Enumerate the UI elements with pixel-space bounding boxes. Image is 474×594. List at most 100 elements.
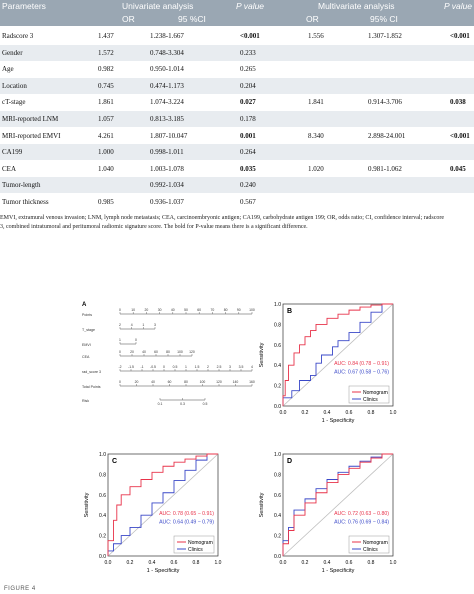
roc-x-tick-label: 0.4	[149, 560, 156, 566]
roc-x-tick-label: 1.0	[390, 560, 397, 566]
figure-4: A Points T_stage EMVI CEA rad_score 3 Total Po…	[80, 290, 470, 590]
roc-x-tick-label: 1.0	[390, 410, 397, 416]
table-row: MRI-reported EMVI 4.261 1.807-10.047 0.001 8…	[0, 128, 474, 144]
nomogram-tick-label: 160	[249, 380, 255, 384]
roc-x-tick-label: 0.8	[368, 410, 375, 416]
multi-ci-cell: 0.981-1.062	[368, 164, 402, 173]
roc-x-axis-label: 1 - Specificity	[322, 568, 355, 574]
nomogram-tick-label: 3	[229, 365, 231, 369]
roc-x-tick-label: 0.0	[280, 410, 287, 416]
nomogram-tick-label: 1	[142, 323, 144, 327]
multi-ci-cell: 0.914-3.706	[368, 98, 402, 107]
nomogram-tick-label: 4	[131, 323, 133, 327]
roc-curve-clinics	[107, 453, 218, 556]
nomogram-tick-label: 0.1	[158, 402, 163, 406]
header-p-value-1: P value	[236, 0, 265, 12]
legend-nomogram-label: Nomogram	[188, 540, 213, 546]
roc-y-tick-label: 0.6	[274, 343, 281, 349]
roc-y-tick-label: 0.2	[274, 384, 281, 390]
roc-y-axis-label: Sensitivity	[259, 342, 265, 367]
multi-ci-cell: 2.898-24.001	[368, 131, 406, 140]
roc-y-tick-label: 0.6	[99, 493, 106, 499]
nomogram-tick-label: 80	[184, 380, 188, 384]
multi-or-cell: 1.020	[308, 164, 324, 173]
p-value-cell: 0.265	[240, 65, 256, 74]
nomogram-tick-label: 60	[168, 380, 172, 384]
roc-x-tick-label: 0.2	[302, 560, 309, 566]
param-cell: CEA	[2, 164, 16, 173]
nomogram-tick-label: -2	[118, 365, 121, 369]
param-cell: Age	[2, 65, 14, 74]
legend-clinics-label: Clinics	[363, 547, 378, 553]
auc-clinics: AUC: 0.76 (0.69 − 0.84)	[334, 519, 389, 525]
roc-panel-label: D	[287, 458, 292, 465]
multi-p-value-cell: <0.001	[450, 131, 470, 140]
header-parameters: Parameters	[2, 0, 46, 12]
ci-cell: 0.813-3.185	[150, 115, 184, 123]
or-cell: 1.572	[98, 48, 114, 57]
roc-y-tick-label: 0.8	[274, 322, 281, 328]
nomogram-tick-label: 1.5	[195, 365, 200, 369]
multi-p-value-cell: <0.001	[450, 32, 470, 40]
nomogram-tick-label: 10	[131, 308, 135, 312]
roc-x-tick-label: 0.6	[346, 410, 353, 416]
nomogram-tick-label: 0	[163, 365, 165, 369]
legend-clinics-label: Clinics	[188, 547, 203, 553]
nomogram-tick-label: 3.5	[239, 365, 244, 369]
panel-label: A	[82, 302, 87, 308]
nomogram-panel-a: A Points T_stage EMVI CEA rad_score 3 Total Po…	[82, 302, 255, 406]
nomogram-tick-label: 50	[184, 308, 188, 312]
auc-clinics: AUC: 0.67 (0.58 − 0.76)	[334, 369, 389, 375]
roc-y-tick-label: 0.2	[274, 534, 281, 540]
nomogram-row-label: Risk	[82, 399, 89, 403]
roc-y-tick-label: 0.0	[274, 554, 281, 560]
roc-y-tick-label: 0.8	[99, 472, 106, 478]
roc-diagonal	[282, 453, 394, 557]
results-table: Parameters Univariate analysis P value M…	[0, 0, 474, 212]
roc-curve-nomogram	[282, 453, 393, 556]
roc-y-axis-label: Sensitivity	[259, 492, 265, 517]
ci-cell: 0.992-1.034	[150, 181, 184, 190]
p-value-cell: 0.264	[240, 148, 256, 157]
p-value-cell: <0.001	[240, 32, 260, 40]
nomogram-tick-label: 60	[154, 350, 158, 354]
nomogram-tick-label: 40	[171, 308, 175, 312]
roc-y-tick-label: 1.0	[274, 452, 281, 458]
nomogram-tick-label: 2	[119, 323, 121, 327]
auc-nomogram: AUC: 0.84 (0.78 − 0.91)	[334, 361, 389, 367]
nomogram-tick-label: 2	[207, 365, 209, 369]
p-value-cell: 0.027	[240, 98, 256, 107]
roc-panel-b: B 0.00.0 0.2 0.2 0.4 0.4 0.6 0.6 0.8 0.8 1.0 1.0 1 -…	[259, 302, 397, 424]
nomogram-tick-label: 40	[142, 350, 146, 354]
param-cell: CA199	[2, 148, 23, 157]
roc-curve-nomogram	[107, 453, 218, 556]
nomogram-tick-label: 120	[216, 380, 222, 384]
or-cell: 1.040	[98, 164, 114, 173]
table-row: Gender 1.572 0.748-3.304 0.233	[0, 44, 474, 61]
nomogram-row-label: Total Points	[82, 385, 101, 389]
ci-cell: 1.003-1.078	[150, 164, 184, 173]
or-cell: 0.745	[98, 81, 114, 90]
nomogram-row-label: rad_score 3	[82, 370, 101, 374]
nomogram-tick-label: 0	[119, 380, 121, 384]
nomogram-tick-label: 0.5	[173, 365, 178, 369]
roc-panel-d: D 0.00.0 0.2 0.2 0.4 0.4 0.6 0.6 0.8 0.8 1.0 1.0 1 -…	[259, 452, 397, 574]
header-or-1: OR	[122, 13, 135, 25]
roc-y-tick-label: 0.4	[99, 513, 106, 519]
nomogram-tick-label: -0.5	[150, 365, 156, 369]
nomogram-tick-label: 20	[145, 308, 149, 312]
ci-cell: 0.998-1.011	[150, 148, 184, 157]
or-cell: 1.861	[98, 98, 114, 107]
ci-cell: 0.950-1.014	[150, 65, 184, 74]
param-cell: MRI-reported EMVI	[2, 131, 61, 140]
roc-y-tick-label: 0.2	[99, 534, 106, 540]
header-univariate: Univariate analysis	[122, 0, 194, 12]
p-value-cell: 0.240	[240, 181, 256, 190]
roc-panel-label: C	[112, 458, 117, 465]
param-cell: Location	[2, 81, 27, 90]
header-p-value-2: P value	[444, 0, 473, 12]
nomogram-tick-label: 0.5	[203, 402, 208, 406]
nomogram-tick-label: 100	[200, 380, 206, 384]
roc-y-tick-label: 0.8	[274, 472, 281, 478]
ci-cell: 1.238-1.667	[150, 32, 184, 40]
